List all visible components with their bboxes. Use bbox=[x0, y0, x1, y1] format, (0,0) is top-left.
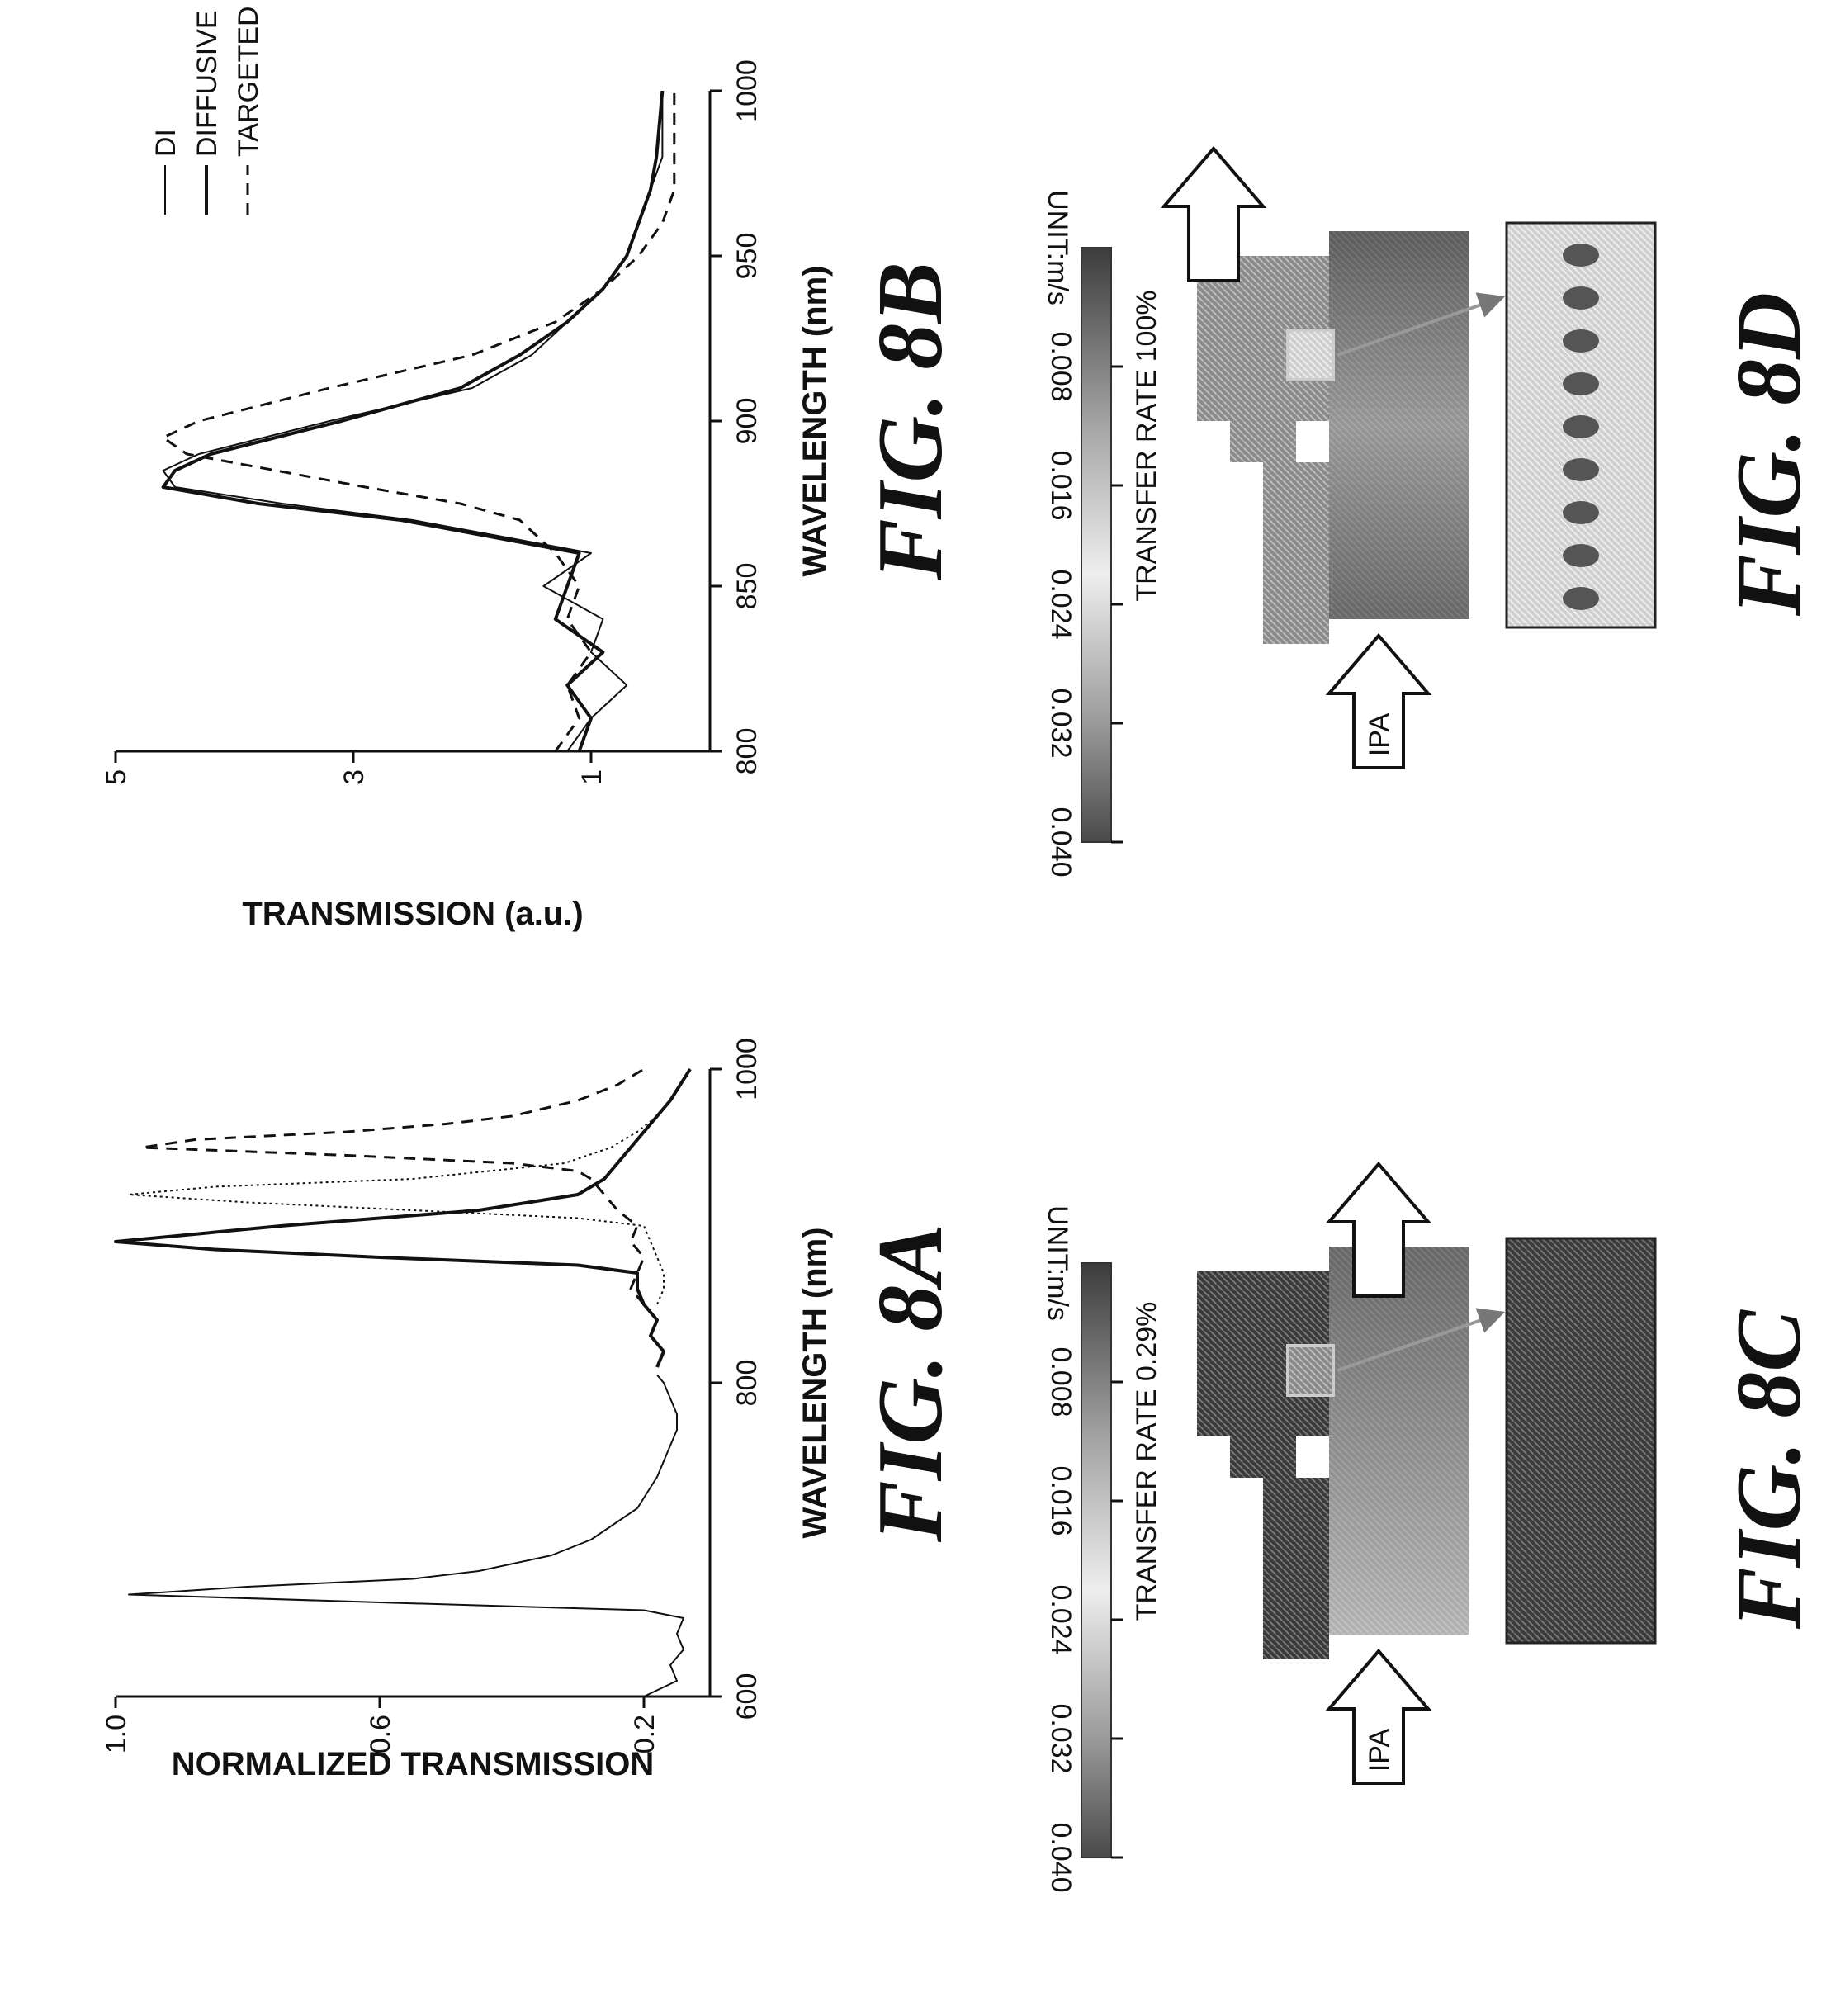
figure-title-8a: FIG. 8A bbox=[859, 1223, 962, 1543]
series-line-di bbox=[162, 91, 664, 752]
lower-channel-texture-8c bbox=[1329, 1247, 1469, 1635]
panel-fig-8d: 0.040 0.032 0.024 0.016 0.008 UNIT:m/s IPA T… bbox=[1042, 145, 1820, 878]
panel-fig-8b: 800 850 900 950 1000 1 3 5 DI DIFFUSIVE TARGETED… bbox=[101, 6, 962, 932]
upper-channel-8d bbox=[1197, 256, 1329, 644]
x-tick-label: 1000 bbox=[731, 59, 763, 122]
probe-window-8d bbox=[1286, 329, 1335, 381]
upper-channel-8c bbox=[1197, 1271, 1329, 1659]
series-line-targeted bbox=[162, 91, 676, 752]
x-ticks-8b: 800 850 900 950 1000 bbox=[710, 59, 763, 774]
inlet-arrow-8c bbox=[1325, 1648, 1432, 1785]
y-axis-label-8b: TRANSMISSION (a.u.) bbox=[242, 896, 583, 932]
y-tick-label: 1 bbox=[576, 769, 608, 785]
detail-dot bbox=[1563, 544, 1599, 567]
colorbar-tick-label: 0.032 bbox=[1045, 1703, 1076, 1773]
colorbar-tick-label: 0.016 bbox=[1045, 450, 1076, 520]
transfer-rate-8c: TRANSFER RATE 0.29% bbox=[1131, 1302, 1162, 1621]
probe-arrow-8c bbox=[1337, 1308, 1506, 1372]
y-tick-label: 1.0 bbox=[101, 1715, 132, 1753]
inlet-label-8d: IPA bbox=[1364, 713, 1395, 757]
x-tick-label: 800 bbox=[731, 728, 763, 775]
y-ticks-8a: 0.2 0.6 1.0 bbox=[101, 1697, 660, 1753]
y-axis-label-8a: NORMALIZED TRANSMISSION bbox=[172, 1746, 654, 1782]
series-line-2 bbox=[128, 1100, 671, 1305]
legend-label: DIFFUSIVE bbox=[192, 10, 223, 157]
series-line-diffusive bbox=[161, 90, 665, 752]
x-tick-label: 850 bbox=[731, 563, 763, 610]
figure-title-8d: FIG. 8D bbox=[1718, 292, 1820, 617]
plot-area-8b: 800 850 900 950 1000 1 3 5 DI DIFFUSIVE TARGETED bbox=[101, 6, 763, 785]
x-tick-label: 800 bbox=[731, 1360, 763, 1407]
flow-domain-8c: IPA TRANSFER RATE 0.29% bbox=[1131, 1161, 1657, 1785]
probe-window-8c bbox=[1286, 1344, 1335, 1397]
outlet-arrow-8d bbox=[1160, 145, 1267, 282]
colorbar-ticks-8c: 0.040 0.032 0.024 0.016 0.008 bbox=[1045, 1346, 1123, 1893]
detail-dot bbox=[1563, 415, 1599, 438]
colorbar-tick-label: 0.032 bbox=[1045, 688, 1076, 758]
colorbar-tick-label: 0.040 bbox=[1045, 807, 1076, 877]
legend-8b: DI DIFFUSIVE TARGETED bbox=[150, 6, 264, 215]
series-line-0 bbox=[128, 1374, 684, 1697]
colorbar-tick-label: 0.040 bbox=[1045, 1822, 1076, 1892]
figure-title-8b: FIG. 8B bbox=[859, 262, 962, 581]
figure-title-8c: FIG. 8C bbox=[1718, 1309, 1820, 1630]
colorbar-8d bbox=[1081, 247, 1112, 843]
detail-dot bbox=[1563, 329, 1599, 353]
colorbar-unit-8d: UNIT:m/s bbox=[1042, 190, 1073, 305]
detail-dot bbox=[1563, 501, 1599, 524]
y-tick-label: 5 bbox=[101, 769, 132, 785]
detail-dots-8d bbox=[1563, 244, 1599, 610]
series-line-3 bbox=[140, 1067, 646, 1305]
colorbar-tick-label: 0.024 bbox=[1045, 1584, 1076, 1654]
x-tick-label: 900 bbox=[731, 398, 763, 445]
x-ticks-8a: 600 800 1000 bbox=[710, 1038, 763, 1720]
x-axis-label-8a: WAVELENGTH (nm) bbox=[797, 1227, 833, 1538]
detail-block-8c bbox=[1505, 1237, 1657, 1645]
y-tick-label: 0.2 bbox=[629, 1715, 660, 1753]
y-ticks-8b: 1 3 5 bbox=[101, 751, 608, 785]
x-tick-label: 1000 bbox=[731, 1038, 763, 1100]
panel-fig-8c: 0.040 0.032 0.024 0.016 0.008 UNIT:m/s IPA T… bbox=[1042, 1161, 1820, 1893]
detail-dot bbox=[1563, 458, 1599, 481]
probe-arrow-8d bbox=[1337, 292, 1506, 357]
series-lines-8b bbox=[161, 90, 676, 752]
outlet-arrow-8c bbox=[1325, 1161, 1432, 1298]
legend-label: TARGETED bbox=[233, 6, 264, 157]
colorbar-tick-label: 0.024 bbox=[1045, 569, 1076, 639]
colorbar-ticks-8d: 0.040 0.032 0.024 0.016 0.008 bbox=[1045, 331, 1123, 878]
plot-area-8a: 600 800 1000 0.2 0.6 1.0 bbox=[101, 1038, 763, 1753]
inlet-label-8c: IPA bbox=[1364, 1729, 1395, 1772]
colorbar-tick-label: 0.008 bbox=[1045, 331, 1076, 401]
series-lines-8a bbox=[114, 1067, 692, 1697]
y-tick-label: 0.6 bbox=[365, 1715, 396, 1753]
x-tick-label: 950 bbox=[731, 233, 763, 280]
colorbar-unit-8c: UNIT:m/s bbox=[1042, 1205, 1073, 1321]
y-tick-label: 3 bbox=[338, 769, 370, 785]
detail-dot bbox=[1563, 372, 1599, 395]
x-tick-label: 600 bbox=[731, 1673, 763, 1720]
detail-dot bbox=[1563, 286, 1599, 310]
transfer-rate-8d: TRANSFER RATE 100% bbox=[1131, 290, 1162, 601]
legend-label: DI bbox=[150, 129, 182, 157]
lower-channel-texture-8d bbox=[1329, 231, 1469, 619]
detail-dot bbox=[1563, 244, 1599, 267]
flow-domain-8d: IPA TRANSFER RATE 100% bbox=[1131, 145, 1657, 769]
detail-dot bbox=[1563, 587, 1599, 610]
x-axis-label-8b: WAVELENGTH (nm) bbox=[797, 265, 833, 576]
colorbar-8c bbox=[1081, 1262, 1112, 1858]
colorbar-tick-label: 0.008 bbox=[1045, 1346, 1076, 1417]
colorbar-tick-label: 0.016 bbox=[1045, 1465, 1076, 1536]
inlet-arrow-8d bbox=[1325, 632, 1432, 769]
series-line-1 bbox=[114, 1067, 692, 1368]
panel-fig-8a: 600 800 1000 0.2 0.6 1.0 WAVELENGTH (nm) FIG… bbox=[101, 1038, 962, 1782]
